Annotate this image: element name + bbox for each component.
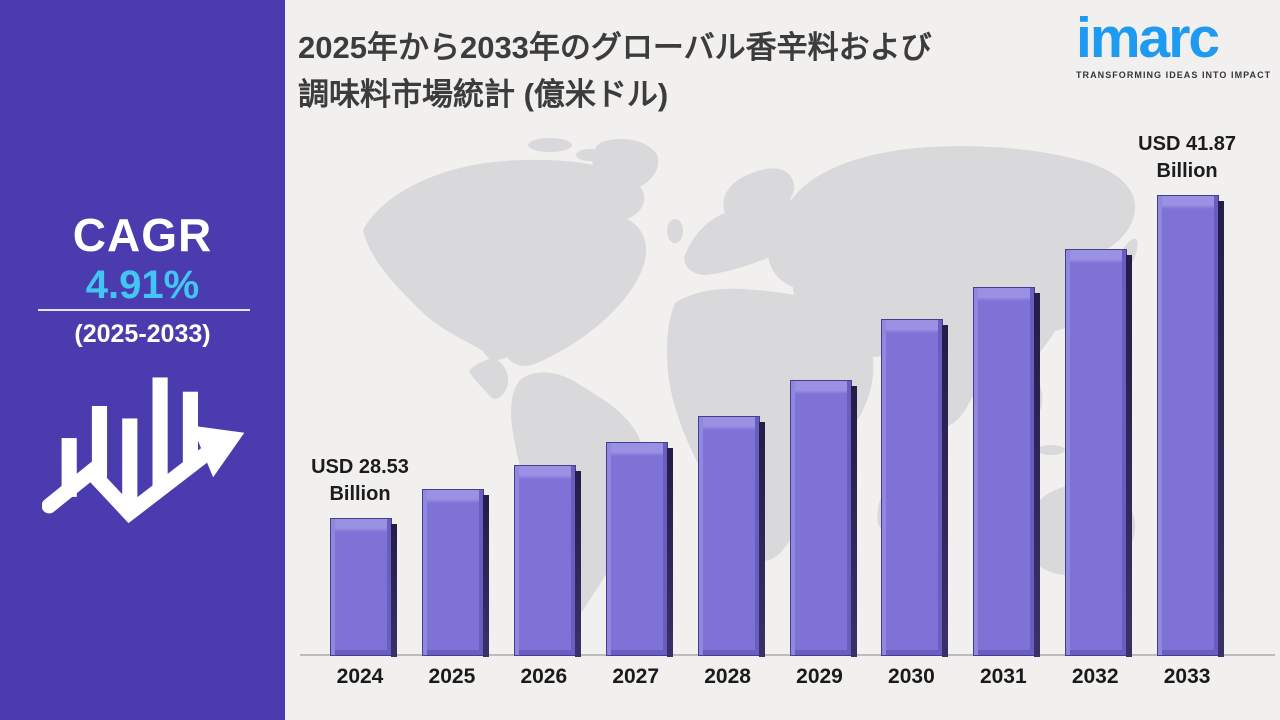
bar-2030 xyxy=(881,319,949,657)
cagr-value: 4.91% xyxy=(85,263,200,307)
bar-2026 xyxy=(513,465,581,657)
bar-2024 xyxy=(330,518,397,657)
x-tick-label-2027: 2027 xyxy=(612,665,660,688)
bar-2029 xyxy=(789,380,857,657)
page-title-line2: 調味料市場統計 (億米ドル) xyxy=(298,77,669,112)
bar-2031 xyxy=(973,287,1041,657)
x-tick-label-2031: 2031 xyxy=(979,665,1027,688)
x-tick-label-2025: 2025 xyxy=(428,665,476,688)
bar-2025 xyxy=(421,489,489,657)
bar-2027 xyxy=(605,442,673,657)
page-title-line1: 2025年から2033年のグローバル香辛料および xyxy=(298,30,932,65)
x-axis-line xyxy=(300,654,1275,656)
x-tick-label-2029: 2029 xyxy=(796,665,843,688)
bar-2032 xyxy=(1065,249,1133,657)
x-tick-label-2028: 2028 xyxy=(704,665,751,688)
cagr-sidebar: CAGR 4.91% (2025-2033) xyxy=(0,0,285,720)
cagr-period: (2025-2033) xyxy=(74,320,211,348)
x-tick-label-2030: 2030 xyxy=(888,665,935,688)
bar-2033 xyxy=(1157,195,1225,657)
value-label-2024: USD 28.53 Billion xyxy=(311,456,409,505)
cagr-divider xyxy=(38,309,250,311)
growth-chart-arrow-icon xyxy=(42,377,245,524)
bar-2028 xyxy=(697,416,765,657)
x-tick-label-2024: 2024 xyxy=(336,665,384,688)
imarc-logo: imarc TRANSFORMING IDEAS INTO IMPACT xyxy=(1076,6,1272,80)
page-title: 2025年から2033年のグローバル香辛料および 調味料市場統計 (億米ドル) xyxy=(298,24,1088,118)
cagr-label: CAGR xyxy=(72,209,213,261)
imarc-logo-text: imarc xyxy=(1076,6,1220,70)
imarc-logo-tagline: TRANSFORMING IDEAS INTO IMPACT xyxy=(1076,70,1272,80)
x-tick-label-2033: 2033 xyxy=(1163,665,1211,688)
x-tick-label-2026: 2026 xyxy=(520,665,568,688)
value-label-2033: USD 41.87 Billion xyxy=(1138,133,1237,182)
x-tick-label-2032: 2032 xyxy=(1071,665,1119,688)
